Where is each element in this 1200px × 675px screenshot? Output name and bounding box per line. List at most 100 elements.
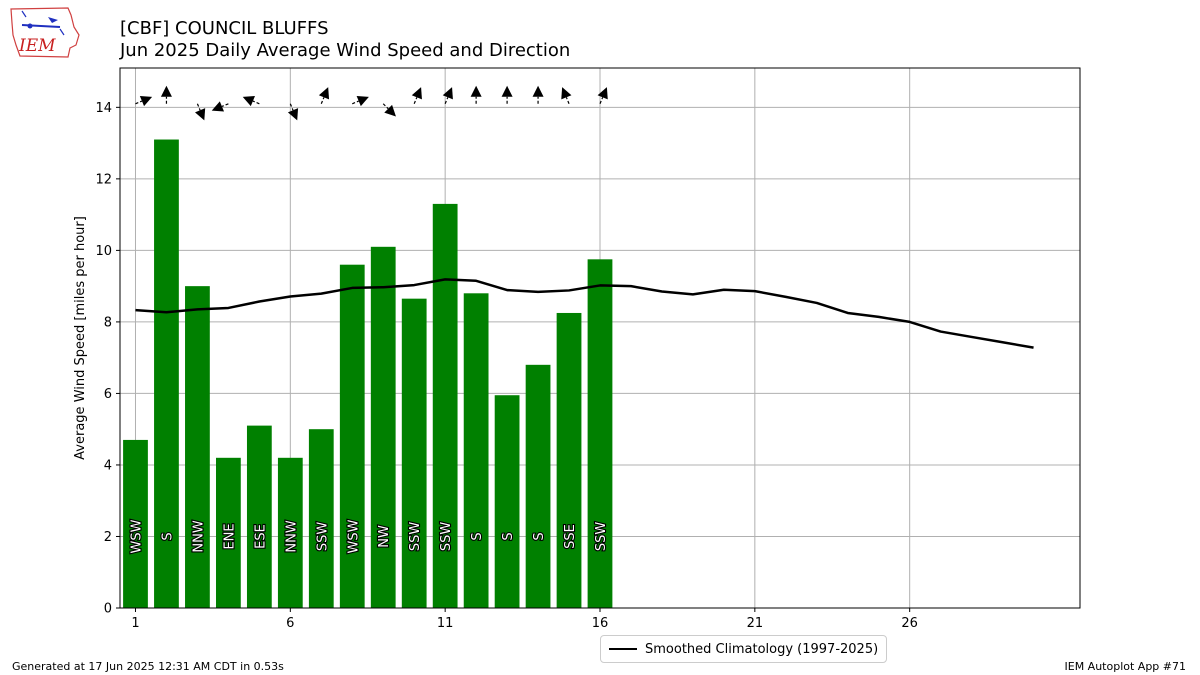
- wind-arrow-shaft: [196, 103, 201, 111]
- wind-arrow-shaft: [599, 97, 604, 104]
- wind-arrow: [318, 87, 330, 104]
- wind-arrow: [597, 87, 608, 104]
- wind-arrow-shaft: [289, 103, 294, 111]
- bar: [185, 286, 210, 608]
- bar: [154, 139, 179, 608]
- wind-arrow-head: [195, 108, 206, 121]
- direction-label: SSW: [439, 522, 454, 552]
- direction-label: SSW: [408, 522, 423, 552]
- wind-arrow-shaft: [565, 97, 570, 104]
- direction-label: NW: [377, 525, 392, 548]
- y-tick-label: 4: [104, 458, 112, 473]
- app-credit: IEM Autoplot App #71: [1064, 660, 1187, 673]
- bar: [277, 457, 303, 608]
- y-tick-label: 8: [104, 315, 112, 330]
- bar: [525, 364, 551, 608]
- wind-arrow: [242, 96, 260, 107]
- climatology-series: [135, 278, 1034, 349]
- logo-text: IEM: [18, 36, 56, 56]
- wind-arrow: [501, 85, 513, 104]
- direction-label: ESE: [253, 524, 268, 549]
- bar: [401, 298, 427, 608]
- wind-arrow-head: [442, 87, 453, 100]
- bar: [587, 259, 613, 608]
- wind-arrow-head: [211, 101, 225, 112]
- grid-lines: [120, 68, 1080, 609]
- wind-arrow-head: [287, 108, 299, 121]
- y-tick-label: 14: [95, 101, 112, 116]
- chart-title: [CBF] COUNCIL BLUFFS: [120, 18, 329, 39]
- legend-line-swatch: [609, 648, 637, 650]
- wind-arrow-head: [242, 96, 255, 107]
- wind-arrow-shaft: [413, 97, 418, 104]
- bar: [432, 203, 458, 608]
- wind-arrow-head: [597, 87, 608, 100]
- wind-arrow-shaft: [444, 97, 449, 104]
- direction-label: S: [160, 532, 175, 540]
- y-tick-label: 10: [95, 244, 112, 259]
- y-axis-ticks: 0 2 4 6 8 10 12 14: [95, 101, 120, 617]
- direction-label: WSW: [129, 519, 144, 553]
- bar: [370, 246, 396, 608]
- bar: [246, 425, 272, 608]
- direction-label: S: [501, 532, 516, 540]
- direction-label: WSW: [346, 519, 361, 553]
- wind-arrow-head: [318, 87, 330, 100]
- direction-labels: WSW S NNW ENE ESE NNW SSW WSW NW SSW SSW S S S SSE SSW: [128, 518, 610, 554]
- wind-arrow-head: [160, 85, 172, 97]
- climatology-line: [135, 278, 1034, 349]
- x-tick-label: 6: [286, 616, 294, 631]
- bar: [463, 293, 489, 608]
- wind-arrow: [287, 103, 299, 121]
- wind-arrow-head: [356, 96, 369, 107]
- wind-arrow: [160, 85, 172, 104]
- iem-logo: IEM: [8, 5, 82, 63]
- direction-label: ENE: [222, 523, 237, 549]
- wind-arrow-shaft: [221, 103, 229, 107]
- wind-arrow-shaft: [135, 100, 143, 105]
- direction-label: NNW: [191, 520, 206, 552]
- wind-arrow-shaft: [352, 100, 359, 105]
- bar: [216, 457, 241, 608]
- wind-arrow: [382, 103, 396, 117]
- wind-arrow-head: [411, 87, 422, 100]
- wind-arrow-head: [532, 85, 544, 97]
- wind-arrow-head: [384, 104, 396, 117]
- y-tick-label: 0: [104, 602, 112, 617]
- direction-label: NNW: [284, 520, 299, 552]
- wind-arrow-head: [501, 85, 513, 97]
- direction-label: SSW: [594, 522, 609, 552]
- wind-arrow: [352, 96, 369, 107]
- wind-arrows: [135, 85, 608, 121]
- direction-label: SSW: [315, 522, 330, 552]
- y-tick-label: 12: [95, 172, 112, 187]
- x-tick-label: 11: [437, 616, 454, 631]
- x-tick-label: 16: [592, 616, 609, 631]
- wind-arrow: [532, 85, 544, 104]
- wind-arrow: [211, 101, 229, 112]
- bar-series: [123, 139, 613, 608]
- x-tick-label: 1: [131, 616, 139, 631]
- bar: [123, 439, 148, 608]
- wind-arrow: [411, 87, 422, 104]
- bar: [308, 429, 334, 608]
- wind-arrow-shaft: [320, 97, 325, 104]
- bar: [494, 395, 520, 608]
- y-axis-label: Average Wind Speed [miles per hour]: [73, 216, 88, 460]
- wind-arrow: [442, 87, 453, 104]
- direction-label: S: [532, 532, 547, 540]
- wind-arrow: [470, 85, 482, 104]
- y-tick-label: 6: [104, 387, 112, 402]
- legend: Smoothed Climatology (1997-2025): [600, 635, 888, 663]
- chart-subtitle: Jun 2025 Daily Average Wind Speed and Di…: [120, 40, 571, 61]
- wind-arrow-head: [139, 96, 153, 107]
- x-tick-label: 21: [747, 616, 764, 631]
- wind-arrow: [195, 103, 206, 121]
- wind-arrow-head: [470, 85, 482, 97]
- y-tick-label: 2: [104, 530, 112, 545]
- bar: [556, 312, 582, 608]
- wind-arrow-shaft: [252, 100, 260, 105]
- wind-arrow: [135, 96, 153, 107]
- direction-label: S: [470, 532, 485, 540]
- legend-label: Smoothed Climatology (1997-2025): [645, 641, 879, 657]
